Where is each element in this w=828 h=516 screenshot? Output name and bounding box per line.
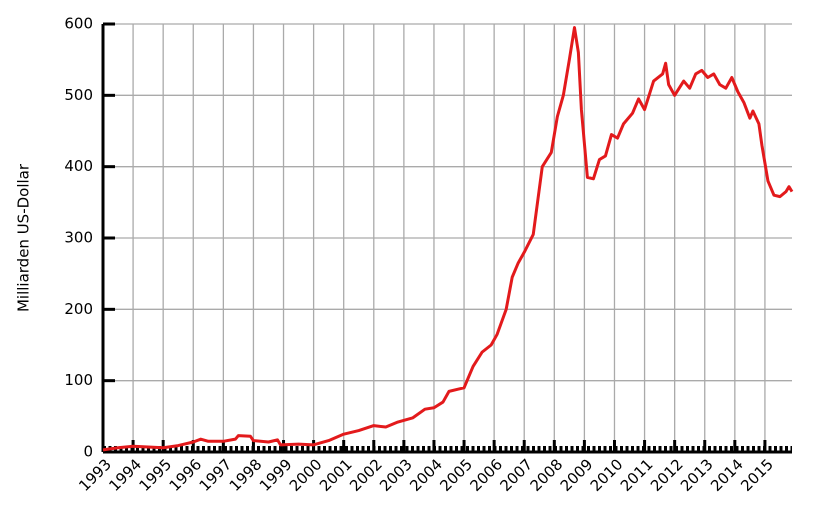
x-tick-label: 1994: [105, 455, 145, 495]
x-tick-label: 2012: [647, 455, 687, 495]
x-tick-label: 2005: [436, 455, 476, 495]
y-tick-label: 600: [64, 15, 93, 33]
x-tick-label: 1993: [75, 455, 115, 495]
y-tick-label: 100: [64, 371, 93, 389]
x-tick-label: 2013: [677, 455, 717, 495]
x-tick-label: 2009: [557, 455, 597, 495]
x-tick-label: 2003: [376, 455, 416, 495]
x-tick-label: 2008: [527, 455, 567, 495]
y-tick-label: 400: [64, 157, 93, 175]
x-tick-label: 2015: [737, 455, 777, 495]
y-tick-label: 0: [83, 443, 93, 461]
x-tick-label: 1997: [196, 455, 236, 495]
x-tick-label: 2000: [286, 455, 326, 495]
x-tick-label: 1999: [256, 455, 296, 495]
y-tick-label: 200: [64, 300, 93, 318]
x-tick-label: 2006: [466, 455, 506, 495]
x-tick-label: 2010: [587, 455, 627, 495]
x-tick-label: 1998: [226, 455, 266, 495]
x-tick-label: 2001: [316, 455, 356, 495]
x-tick-label: 1996: [166, 455, 206, 495]
x-tick-label: 1995: [135, 455, 175, 495]
x-tick-label: 2004: [406, 455, 446, 495]
data-line: [102, 26, 794, 452]
x-tick-label: 2011: [617, 455, 657, 495]
x-tick-label: 2007: [497, 455, 537, 495]
x-tick-label: 2014: [707, 455, 747, 495]
y-tick-label: 500: [64, 86, 93, 104]
x-tick-label: 2002: [346, 455, 386, 495]
y-tick-label: 300: [64, 229, 93, 247]
y-axis-label: Milliarden US-Dollar: [15, 163, 33, 312]
